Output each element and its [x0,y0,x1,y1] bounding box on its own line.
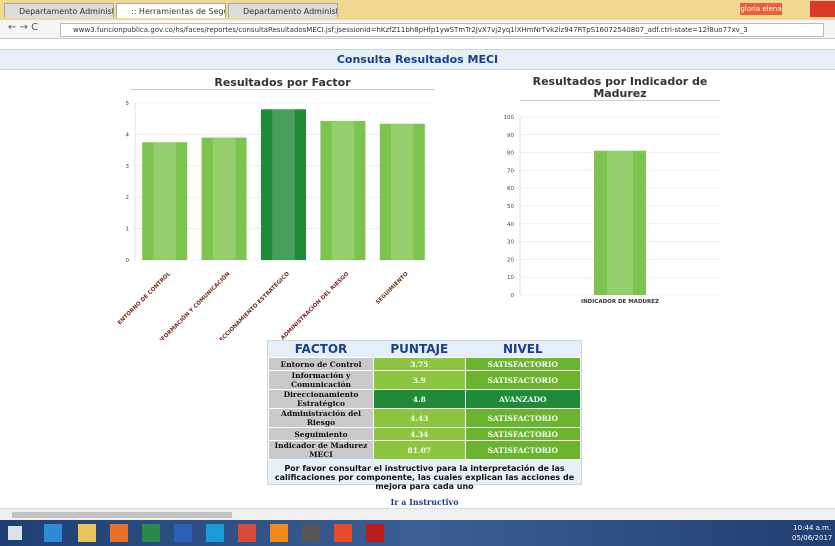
factor-cell: Información y Comunicación [268,370,374,390]
y-tick-label: 0 [126,258,130,264]
app-icon[interactable] [174,524,192,542]
bar [320,120,366,260]
factor-cell: Indicador de Madurez MECI [268,440,374,460]
score-cell: 3.75 [373,357,466,371]
x-tick-label: ADMINISTRACIÓN DEL RIESGO [279,270,350,340]
close-button[interactable] [810,1,835,17]
bar [142,142,188,260]
table-row: Indicador de Madurez MECI 81.07 SATISFACTO… [268,440,582,460]
column-header: FACTOR [294,342,348,356]
app-icon[interactable] [44,524,62,542]
level-cell: SATISFACTORIO [464,370,582,390]
app-icon[interactable] [206,524,224,542]
results-table: FACTOR PUNTAJE NIVEL Entorno de Control 3.75… [268,341,582,460]
y-tick-label: 60 [507,186,514,192]
level-cell: SATISFACTORIO [464,427,582,441]
y-tick-label: 0 [511,293,515,299]
y-tick-label: 1 [126,227,130,233]
level-cell: SATISFACTORIO [464,357,582,371]
score-cell: 4.34 [373,427,466,441]
y-tick-label: 90 [507,133,514,139]
scrollbar[interactable] [0,508,835,521]
y-tick-label: 50 [507,204,514,210]
column-header: NIVEL [502,342,543,356]
table-row: Seguimiento 4.34 SATISFACTORIO [268,427,582,441]
app-icon[interactable] [334,524,352,542]
level-cell: SATISFACTORIO [464,440,582,460]
y-tick-label: 20 [507,257,514,263]
app-icon[interactable] [78,524,96,542]
tab[interactable]: Departamento Administr [4,3,114,18]
factor-cell: Entorno de Control [268,357,374,371]
bar-shine [391,123,414,260]
factor-cell: Direccionamiento Estratégico [268,389,374,409]
level-cell: AVANZADO [464,389,582,409]
bar-shine [212,137,236,260]
y-tick-label: 3 [126,164,130,170]
factor-cell: Administración del Riesgo [268,408,374,428]
score-cell: 4.43 [373,408,466,428]
user-badge[interactable]: gloria elena [740,3,782,15]
page-header: Consulta Resultados MECI [0,49,835,70]
y-tick-label: 100 [504,115,515,121]
nav-buttons[interactable]: ← → C [8,22,39,33]
bar [261,109,306,260]
chart-title: Resultados por Indicador de Madurez [520,76,720,101]
score-cell: 3.9 [373,370,466,390]
x-tick-label: SEGUIMIENTO [375,271,410,306]
date: 05/06/2017 [792,534,833,542]
tab[interactable]: Departamento Administr [228,3,338,18]
table-row: Direccionamiento Estratégico 4.8 AVANZADO [268,389,582,409]
app-icon[interactable] [110,524,128,542]
app-icon[interactable] [238,524,256,542]
bar-shine [607,150,633,295]
note: Por favor consultar el instructivo para … [274,464,575,491]
results-panel: FACTOR PUNTAJE NIVEL Entorno de Control 3.75… [267,340,582,507]
y-tick-label: 4 [126,132,130,138]
app-icon[interactable] [366,524,384,542]
app-icon[interactable] [142,524,160,542]
score-cell: 4.8 [373,389,466,409]
factor-cell: Seguimiento [268,427,374,441]
bar-shine [153,142,176,260]
table-row: Entorno de Control 3.75 SATISFACTORIO [268,357,582,371]
app-icon[interactable] [302,524,320,542]
y-tick-label: 5 [126,101,130,107]
clock: 10:44 a.m. 05/06/2017 [792,523,832,543]
y-tick-label: 70 [507,168,514,174]
time: 10:44 a.m. [793,524,832,532]
taskbar: 10:44 a.m. 05/06/2017 [0,520,835,546]
column-header: PUNTAJE [390,342,449,356]
level-cell: SATISFACTORIO [464,408,582,428]
y-tick-label: 10 [507,275,514,281]
bar-shine [331,120,355,260]
instructivo-link[interactable]: Ir a Instructivo [390,497,459,507]
x-tick-label: INDICADOR DE MADUREZ [581,299,659,305]
address-bar[interactable]: www3.funcionpublica.gov.co/hs/faces/repo… [60,23,824,37]
header-row: FACTOR PUNTAJE NIVEL [269,341,581,358]
tab[interactable]: :: Herramientas de Segu [116,3,226,18]
bar-shine [272,109,295,260]
bar [594,150,646,295]
y-tick-label: 40 [507,222,514,228]
chart-title: Resultados por Factor [130,76,435,90]
score-cell: 81.07 [373,440,466,460]
bar [379,123,425,260]
bar [201,137,247,260]
table-row: Administración del Riesgo 4.43 SATISFACTOR… [268,408,582,428]
app-icon[interactable] [270,524,288,542]
x-tick-label: ENTORNO DE CONTROL [117,271,172,326]
y-tick-label: 2 [126,195,130,201]
start-button[interactable] [8,526,22,540]
table-row: Información y Comunicación 3.9 SATISFACTOR… [268,370,582,390]
y-tick-label: 80 [507,151,514,157]
y-tick-label: 30 [507,240,514,246]
